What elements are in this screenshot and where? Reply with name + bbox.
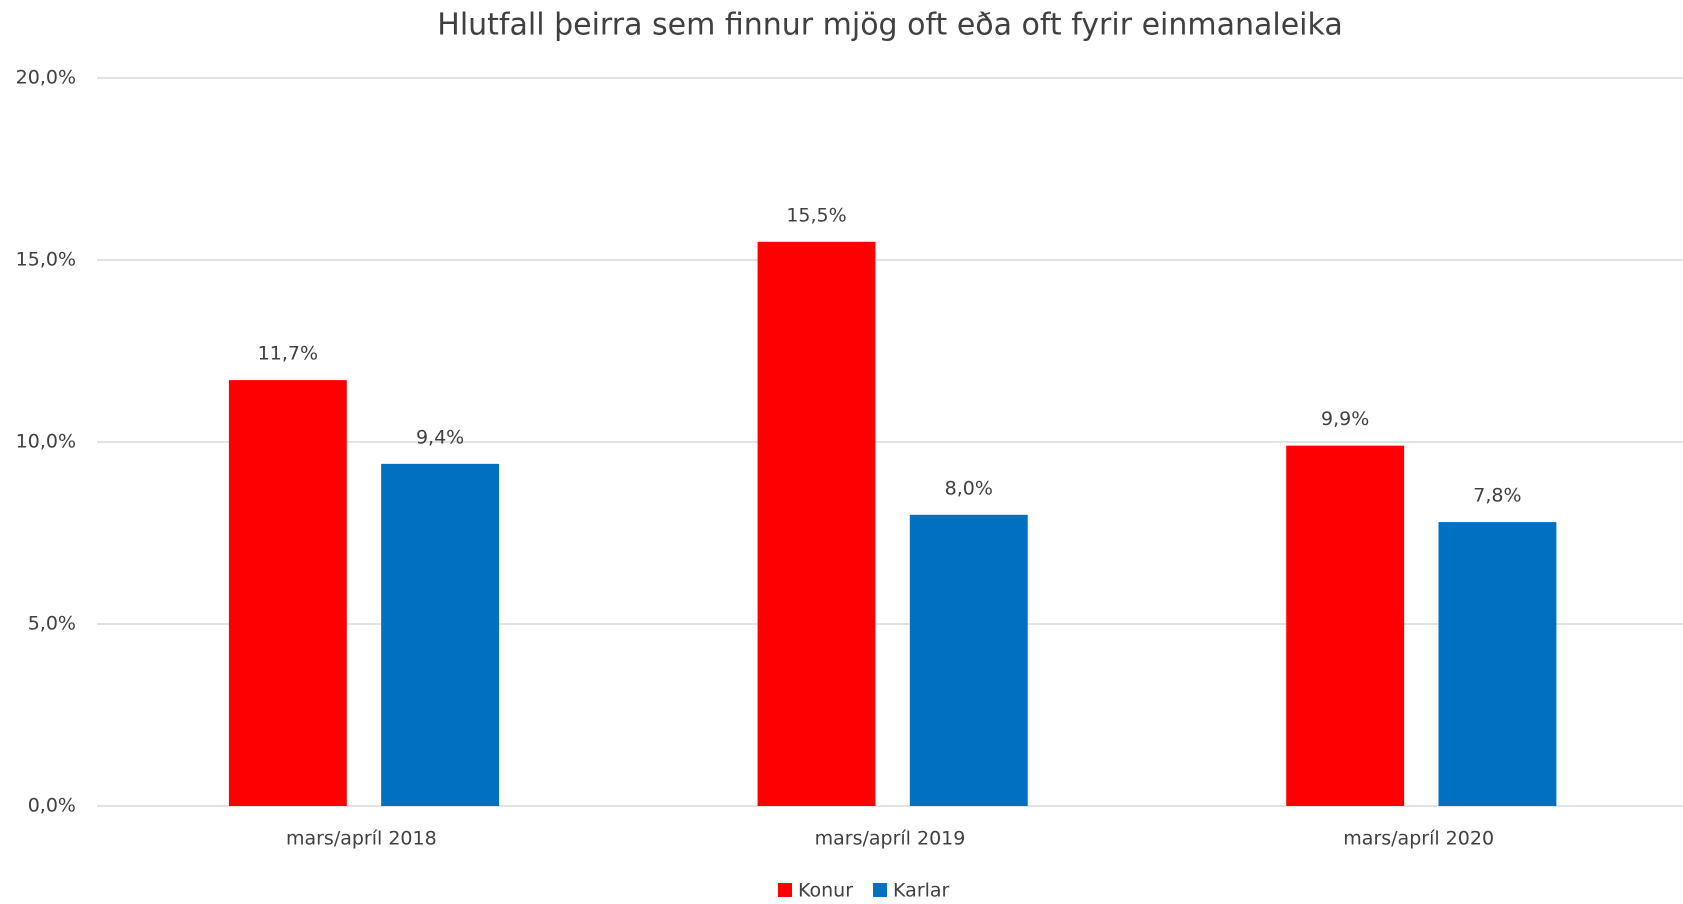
bar <box>1438 522 1557 806</box>
y-tick-label: 5,0% <box>28 613 76 635</box>
bar <box>1286 445 1405 806</box>
y-tick-label: 0,0% <box>28 795 76 817</box>
x-tick-label: mars/apríl 2018 <box>286 828 437 850</box>
y-tick-label: 10,0% <box>16 431 76 453</box>
chart-title: Hlutfall þeirra sem finnur mjög oft eða … <box>437 8 1342 43</box>
y-tick-label: 20,0% <box>16 67 76 89</box>
data-label: 9,4% <box>416 426 464 448</box>
data-label: 11,7% <box>258 343 318 365</box>
data-label: 9,9% <box>1321 408 1369 430</box>
legend-label: Karlar <box>893 880 950 902</box>
bar <box>757 241 876 807</box>
legend-swatch <box>873 883 888 897</box>
bar <box>381 463 500 806</box>
y-tick-label: 15,0% <box>16 249 76 271</box>
legend-label: Konur <box>798 880 853 902</box>
x-tick-label: mars/apríl 2019 <box>815 828 966 850</box>
data-label: 8,0% <box>945 477 993 499</box>
bar <box>228 380 347 806</box>
data-label: 7,8% <box>1473 485 1521 507</box>
bar <box>909 514 1028 806</box>
data-label: 15,5% <box>786 204 846 226</box>
legend-swatch <box>778 883 792 897</box>
x-tick-label: mars/apríl 2020 <box>1343 828 1494 850</box>
